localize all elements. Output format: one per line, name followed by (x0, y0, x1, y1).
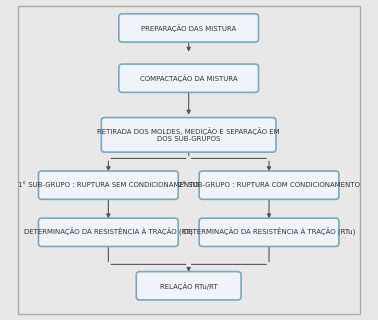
FancyBboxPatch shape (39, 171, 178, 199)
FancyBboxPatch shape (119, 64, 259, 92)
Text: PREPARAÇÃO DAS MISTURA: PREPARAÇÃO DAS MISTURA (141, 24, 236, 32)
FancyBboxPatch shape (101, 117, 276, 152)
Text: DETERMINAÇÃO DA RESISTÊNCIA À TRAÇÃO (RTu): DETERMINAÇÃO DA RESISTÊNCIA À TRAÇÃO (RT… (183, 228, 355, 236)
FancyBboxPatch shape (39, 218, 178, 246)
FancyBboxPatch shape (136, 272, 241, 300)
FancyBboxPatch shape (199, 171, 339, 199)
Text: 2° SUB-GRUPO : RUPTURA COM CONDICIONAMENTO: 2° SUB-GRUPO : RUPTURA COM CONDICIONAMEN… (178, 182, 360, 188)
Text: RELAÇÃO RTu/RT: RELAÇÃO RTu/RT (160, 282, 217, 290)
Text: DETERMINAÇÃO DA RESISTÊNCIA À TRAÇÃO (RT): DETERMINAÇÃO DA RESISTÊNCIA À TRAÇÃO (RT… (24, 228, 193, 236)
Text: 1° SUB-GRUPO : RUPTURA SEM CONDICIONAMENTO: 1° SUB-GRUPO : RUPTURA SEM CONDICIONAMEN… (18, 182, 199, 188)
Text: RETIRADA DOS MOLDES, MEDIÇÃO E SEPARAÇÃO EM
DOS SUB-GRUPOS: RETIRADA DOS MOLDES, MEDIÇÃO E SEPARAÇÃO… (98, 127, 280, 142)
FancyBboxPatch shape (119, 14, 259, 42)
Text: COMPACTAÇÃO DA MISTURA: COMPACTAÇÃO DA MISTURA (140, 74, 237, 82)
FancyBboxPatch shape (199, 218, 339, 246)
